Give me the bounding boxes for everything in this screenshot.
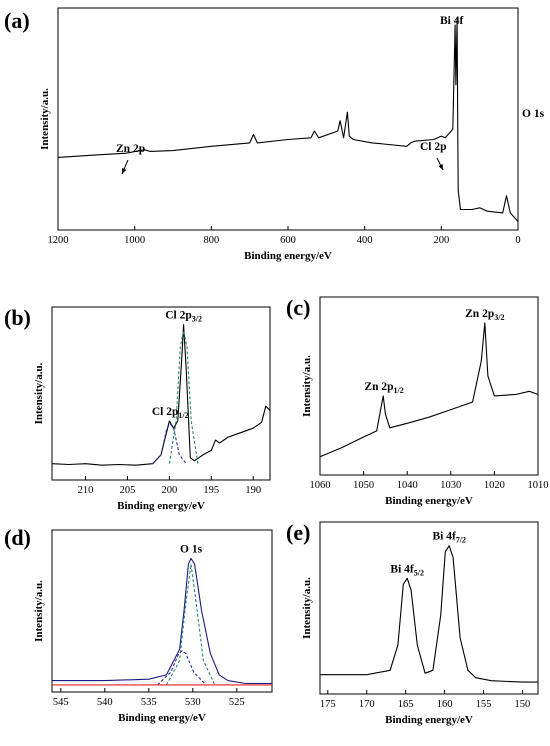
plot-frame	[51, 306, 271, 481]
y-axis-title: Intensity/a.u.	[301, 355, 313, 417]
x-tick-label: 155	[476, 699, 492, 710]
x-tick-label: 160	[437, 699, 453, 710]
series-line	[320, 545, 538, 683]
peak-annotation-subscript: 1/2	[178, 411, 188, 420]
peak-annotation-subscript: 5/2	[414, 568, 424, 577]
series-line	[319, 322, 539, 458]
plot-frame	[51, 529, 273, 693]
x-tick-label: 545	[53, 697, 69, 708]
x-tick-label: 535	[141, 697, 157, 708]
x-tick-label: 210	[78, 485, 94, 496]
y-axis-title: Intensity/a.u.	[301, 577, 313, 639]
y-axis-title: Intensity/a.u.	[33, 362, 45, 424]
x-tick-label: 1010	[528, 480, 549, 491]
peak-annotation: Zn 2p1/2	[364, 381, 403, 395]
x-tick-label: 200	[433, 235, 449, 246]
peak-annotation: Cl 2p3/2	[165, 310, 202, 324]
x-tick-label: 165	[398, 699, 414, 710]
x-tick-label: 1000	[124, 235, 145, 246]
panel-label: (c)	[286, 295, 310, 320]
peak-annotation-text: O 1s	[522, 108, 545, 120]
annotation-arrowhead	[438, 164, 443, 170]
peak-annotation-text: Zn 2p	[116, 143, 145, 155]
peak-annotation: Cl 2p	[420, 141, 447, 153]
x-axis-title: Binding energy/eV	[244, 250, 332, 262]
plot-frame	[57, 7, 519, 231]
peak-annotation: O 1s	[180, 543, 203, 555]
peak-annotation-text: Bi 4f	[440, 15, 463, 27]
series-line	[165, 563, 216, 686]
plot-frame	[319, 521, 539, 695]
panel-label: (d)	[4, 525, 31, 550]
x-axis-title: Binding energy/eV	[385, 495, 473, 507]
peak-annotation-subscript: 7/2	[456, 536, 466, 545]
x-tick-label: 1060	[310, 480, 331, 491]
panel-label: (b)	[4, 305, 31, 330]
annotation-arrowhead	[122, 168, 127, 174]
x-tick-label: 540	[97, 697, 113, 708]
peak-annotation-text: Cl 2p	[420, 141, 447, 153]
peak-annotation: Bi 4f7/2	[432, 531, 466, 545]
series-line	[168, 330, 199, 464]
peak-annotation-text: Bi 4f	[432, 531, 455, 543]
x-tick-label: 150	[515, 699, 531, 710]
x-tick-label: 200	[162, 485, 178, 496]
panel-d: 545 540 535 530 525 Binding energy/eV Intensit…	[4, 525, 273, 724]
peak-annotation-subscript: 1/2	[394, 386, 404, 395]
peak-annotation-text: Zn 2p	[465, 308, 494, 320]
peak-annotation-text: Cl 2p	[152, 406, 179, 418]
panel-a: 1200 1000 800 600 400 200 0 Binding energy/eV In…	[4, 7, 545, 262]
series-line	[52, 557, 272, 685]
x-tick-label: 1040	[397, 480, 418, 491]
x-tick-label: 400	[357, 235, 373, 246]
x-tick-label: 1020	[484, 480, 505, 491]
series-line	[157, 650, 207, 686]
x-tick-label: 1050	[353, 480, 374, 491]
x-tick-label: 205	[120, 485, 136, 496]
panel-c: 1060 1050 1040 1030 1020 1010 Binding energy/e…	[286, 295, 549, 507]
panel-e: 175 170 165 160 155 150 Binding energy/eV Inten…	[286, 520, 539, 726]
x-tick-label: 1030	[440, 480, 461, 491]
peak-annotation: Zn 2p3/2	[465, 308, 504, 322]
peak-annotation: Bi 4f	[440, 15, 463, 27]
x-tick-label: 600	[280, 235, 296, 246]
series-line	[51, 324, 271, 466]
x-axis-title: Binding energy/eV	[117, 500, 205, 512]
panel-b: 210 205 200 195 190 Binding energy/eV Intensit…	[4, 305, 271, 512]
panel-label: (a)	[4, 8, 30, 33]
peak-annotation-subscript: 3/2	[494, 313, 504, 322]
x-tick-label: 0	[515, 235, 520, 246]
x-tick-label: 175	[320, 699, 336, 710]
x-axis-title: Binding energy/eV	[118, 712, 206, 724]
peak-annotation: Bi 4f5/2	[390, 563, 424, 577]
peak-annotation-text: Bi 4f	[390, 563, 413, 575]
x-tick-label: 525	[229, 697, 245, 708]
peak-annotation: Cl 2p1/2	[152, 406, 189, 420]
peak-annotation: Zn 2p	[116, 143, 145, 155]
y-axis-title: Intensity/a.u.	[33, 580, 45, 642]
panel-label: (e)	[286, 520, 310, 545]
y-axis-title: Intensity/a.u.	[39, 88, 51, 150]
peak-annotation-text: O 1s	[180, 543, 203, 555]
x-tick-label: 530	[185, 697, 201, 708]
x-axis-title: Binding energy/eV	[385, 714, 473, 726]
x-tick-label: 190	[245, 485, 261, 496]
x-tick-label: 195	[203, 485, 219, 496]
x-tick-label: 1200	[48, 235, 69, 246]
x-tick-label: 800	[203, 235, 219, 246]
plot-frame	[319, 296, 539, 476]
x-tick-label: 170	[359, 699, 375, 710]
peak-annotation-text: Zn 2p	[364, 381, 393, 393]
peak-annotation-subscript: 3/2	[192, 315, 202, 324]
series-line	[57, 17, 519, 222]
series-line	[152, 423, 187, 465]
peak-annotation: O 1s	[522, 108, 545, 120]
peak-annotation-text: Cl 2p	[165, 310, 192, 322]
